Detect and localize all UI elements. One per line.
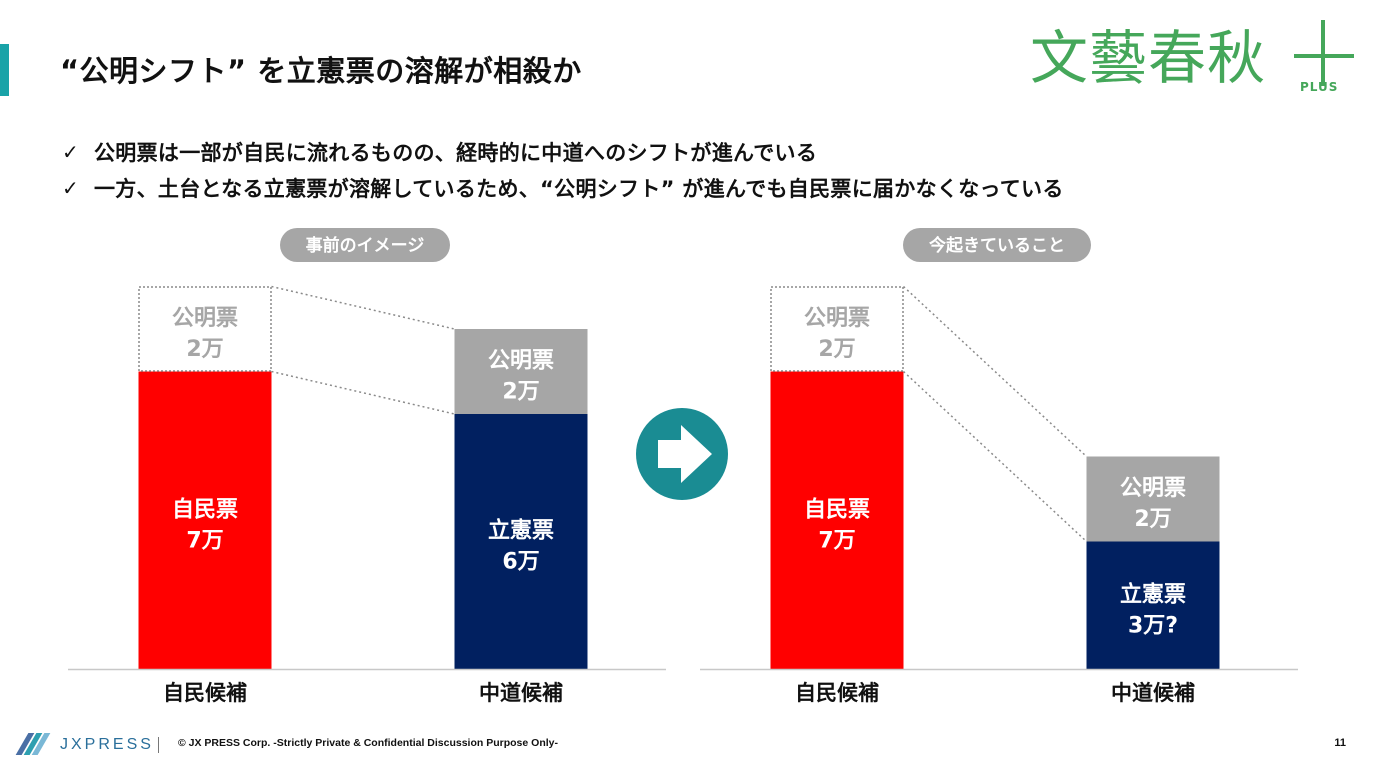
bunshun-plus-logo: 文藝春秋 PLUS xyxy=(1030,14,1354,110)
chart-title-badge xyxy=(903,228,1091,262)
page-number: 11 xyxy=(1334,737,1346,749)
bullet-item: ✓ 公明票は一部が自民に流れるものの、経時的に中道へのシフトが進んでいる xyxy=(62,140,818,165)
connector-line xyxy=(271,370,455,415)
title-accent-bar xyxy=(0,44,9,96)
segment-label: 自民票 xyxy=(804,496,870,522)
connector-line xyxy=(271,285,455,330)
bar-segment xyxy=(1086,456,1220,542)
right-arrow-circle-icon xyxy=(636,408,728,500)
category-label: 中道候補 xyxy=(479,681,563,705)
segment-value: 2万 xyxy=(502,380,539,405)
connector-line xyxy=(902,285,1088,458)
logo-sub-text: PLUS xyxy=(1300,80,1339,94)
segment-value: 2万 xyxy=(818,337,855,362)
chart-title-badge xyxy=(280,228,450,262)
check-icon: ✓ xyxy=(62,140,79,164)
footer-text: © JX PRESS Corp. -Strictly Private & Con… xyxy=(178,737,558,749)
logo-main-text: 文藝春秋 xyxy=(1030,24,1267,92)
segment-label: 公明票 xyxy=(488,349,554,374)
bar-segment-outline xyxy=(770,286,904,372)
segment-label: 自民票 xyxy=(172,496,238,522)
bar-segment xyxy=(454,329,588,414)
segment-value: 6万 xyxy=(502,550,539,575)
bar-segment xyxy=(454,414,588,669)
segment-label: 公明票 xyxy=(804,306,870,331)
footer-divider xyxy=(158,737,159,753)
category-label: 中道候補 xyxy=(1111,681,1195,705)
segment-value: 2万 xyxy=(186,337,223,362)
logo-plus-icon xyxy=(1321,20,1325,86)
stacked-bar-chart xyxy=(68,228,666,671)
check-icon: ✓ xyxy=(62,176,79,200)
segment-value: 2万 xyxy=(1134,507,1171,532)
page-title: “公明シフト” を立憲票の溶解が相殺か xyxy=(60,54,582,88)
segment-value: 7万 xyxy=(186,528,223,553)
segment-value: 7万 xyxy=(818,528,855,553)
bullet-item: ✓ 一方、土台となる立憲票が溶解しているため、“公明シフト” が進んでも自民票に… xyxy=(62,176,1064,201)
segment-label: 公明票 xyxy=(1120,476,1186,501)
bar-segment xyxy=(770,371,904,669)
bar-segment-outline xyxy=(138,286,272,372)
chart-title: 事前のイメージ xyxy=(306,235,425,256)
stacked-bar-chart xyxy=(700,228,1298,671)
segment-label: 公明票 xyxy=(172,306,238,331)
chart-title: 今起きていること xyxy=(929,235,1065,256)
segment-label: 立憲票 xyxy=(488,518,554,544)
connector-line xyxy=(902,370,1088,543)
brand-name: JXPRESS xyxy=(60,736,154,753)
category-label: 自民候補 xyxy=(163,681,247,705)
segment-label: 立憲票 xyxy=(1120,581,1186,607)
bullet-list: ✓ 公明票は一部が自民に流れるものの、経時的に中道へのシフトが進んでいる ✓ 一… xyxy=(62,134,1064,206)
bar-segment xyxy=(138,371,272,669)
segment-value: 3万? xyxy=(1128,613,1178,638)
category-label: 自民候補 xyxy=(795,681,879,705)
bar-segment xyxy=(1086,541,1220,669)
jxpress-logo: JXPRESS xyxy=(15,733,170,757)
